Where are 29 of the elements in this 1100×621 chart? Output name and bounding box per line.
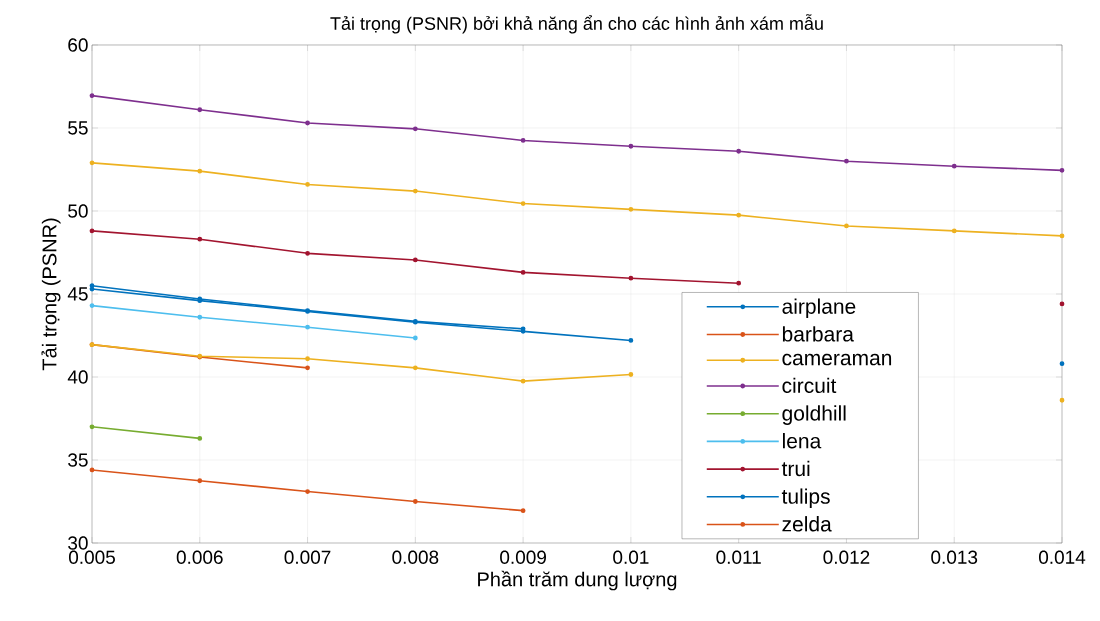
legend-label: barbara [782, 326, 854, 342]
y-tick-label: 30 [68, 536, 88, 550]
y-tick-label: 45 [67, 287, 88, 301]
y-tick-label: 50 [68, 204, 88, 218]
x-tick-label: 0.01 [613, 550, 649, 564]
x-tick-label: 0.014 [1038, 550, 1086, 564]
x-tick-label: 0.008 [392, 550, 439, 564]
legend-label: airplane [782, 298, 856, 319]
y-tick-label: 35 [68, 453, 88, 467]
x-tick-label: 0.013 [931, 550, 978, 564]
x-axis-title: Phần trăm dung lượng [478, 570, 677, 591]
legend-label: goldhill [782, 405, 846, 425]
legend-label: cameraman [782, 353, 892, 366]
x-tick-label: 0.005 [68, 550, 115, 564]
x-tick-label: 0.006 [176, 550, 223, 564]
y-tick-label: 60 [68, 38, 88, 52]
x-tick-label: 0.007 [284, 550, 331, 564]
legend-label: tulips [781, 488, 830, 508]
legend-label: zelda [782, 516, 832, 532]
x-tick-label: 0.009 [500, 550, 546, 564]
x-tick-label: 0.012 [823, 550, 870, 564]
legend-label: circuit [782, 377, 837, 394]
legend-label: trui [781, 460, 810, 477]
y-tick-label: 55 [68, 121, 88, 135]
chart-title: Tải trọng (PSNR) bởi khả năng ẩn cho các hình ảnh xám mẫu [330, 14, 823, 34]
y-tick-label: 40 [67, 370, 88, 384]
x-tick-label: 0.011 [716, 550, 761, 564]
legend-label: lena [782, 433, 822, 449]
y-axis-title: Tải trọng (PSNR) [41, 218, 61, 371]
